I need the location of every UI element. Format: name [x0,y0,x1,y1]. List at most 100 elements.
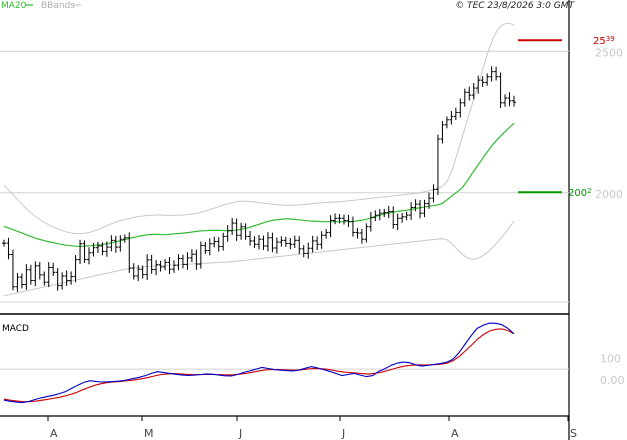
price-bar [46,262,51,288]
price-bar [386,205,391,218]
price-bar [368,212,373,232]
price-bar [498,72,503,108]
price-bar [55,268,60,291]
price-bar [395,213,400,231]
price-bar [422,199,427,218]
copyright-notice: © TEC 23/8/2026 3:0 GMT [455,1,575,11]
bband-lower-line [3,220,515,297]
bband-upper-line [3,22,515,234]
price-bar [158,260,163,272]
price-bar [310,235,315,253]
price-bar [409,202,414,220]
price-bar [471,82,476,100]
price-bar [306,242,311,259]
price-bar [109,235,114,252]
price-bar [189,249,194,263]
price-bar [270,232,275,253]
bbands-legend: BBands [41,1,75,11]
price-bar [69,271,74,285]
month-label: A [50,427,58,440]
price-bar [19,273,24,289]
price-bar [480,76,485,87]
price-bar [342,214,346,225]
price-bar [288,238,293,250]
month-label: J [238,427,242,440]
price-bar [24,264,29,290]
macd-axis-label: 0.00 [600,374,625,387]
price-bar [507,92,512,107]
price-bar [225,225,230,242]
price-bar [154,260,159,276]
price-bar [145,254,150,280]
price-bar [100,242,105,256]
price-bar [453,107,458,121]
price-bar [198,241,203,269]
price-bar [216,237,221,252]
ma20-legend: MA20 [1,1,27,11]
price-bar [292,235,297,248]
price-bar [476,75,481,94]
macd-line [3,322,515,404]
price-bar [337,214,342,224]
price-bar [221,232,226,251]
price-bar [172,260,176,273]
price-bar [512,95,516,107]
price-bar [257,234,261,250]
price-bar [485,73,490,86]
price-bar [2,239,6,247]
price-bar [64,270,69,286]
price-bar [359,229,364,244]
price-bar [243,223,248,240]
price-bar [382,208,387,218]
support-label: 2002 [568,187,592,199]
axis-ticks: 2000 2500 100 0.00 A M J J A S [47,46,625,440]
signal-line [3,328,515,403]
price-bar [404,211,409,221]
price-bar [78,239,83,265]
price-bar [355,227,360,239]
price-bar [440,120,445,144]
price-bar [140,265,145,279]
price-bar [185,252,190,270]
gridlines [0,50,569,370]
price-bar [203,242,208,254]
price-bar [42,271,47,286]
price-bar [503,94,508,107]
price-bar [400,212,405,223]
resistance-label: 2539 [593,35,615,47]
price-bar [373,210,378,222]
price-bar [28,264,33,285]
price-bar [283,236,288,247]
price-bar [301,245,306,258]
price-bar [324,229,329,239]
price-bar [248,231,253,246]
price-bar [462,88,467,107]
price-bar [230,217,235,235]
price-bar [176,254,181,271]
price-bar [449,111,454,125]
price-bar [413,199,418,212]
price-bar [377,208,382,221]
price-axis-label: 2000 [595,188,623,201]
macd-title: MACD [2,324,29,334]
price-bar [297,236,302,254]
price-bar [127,232,132,273]
price-bar [51,262,56,276]
price-bar [149,254,154,274]
price-bar [261,235,266,250]
price-bar [427,192,431,209]
price-bar [350,216,355,237]
price-bar [207,238,212,256]
price-bar [234,218,239,241]
price-bar [494,66,499,81]
price-bar [265,232,270,252]
price-bar [87,247,91,265]
price-bar [444,116,449,129]
month-label: M [144,427,154,440]
price-bar [33,261,38,287]
price-bar [328,215,333,238]
price-bar [333,213,338,225]
price-bar [364,223,369,243]
price-bar [95,241,100,253]
